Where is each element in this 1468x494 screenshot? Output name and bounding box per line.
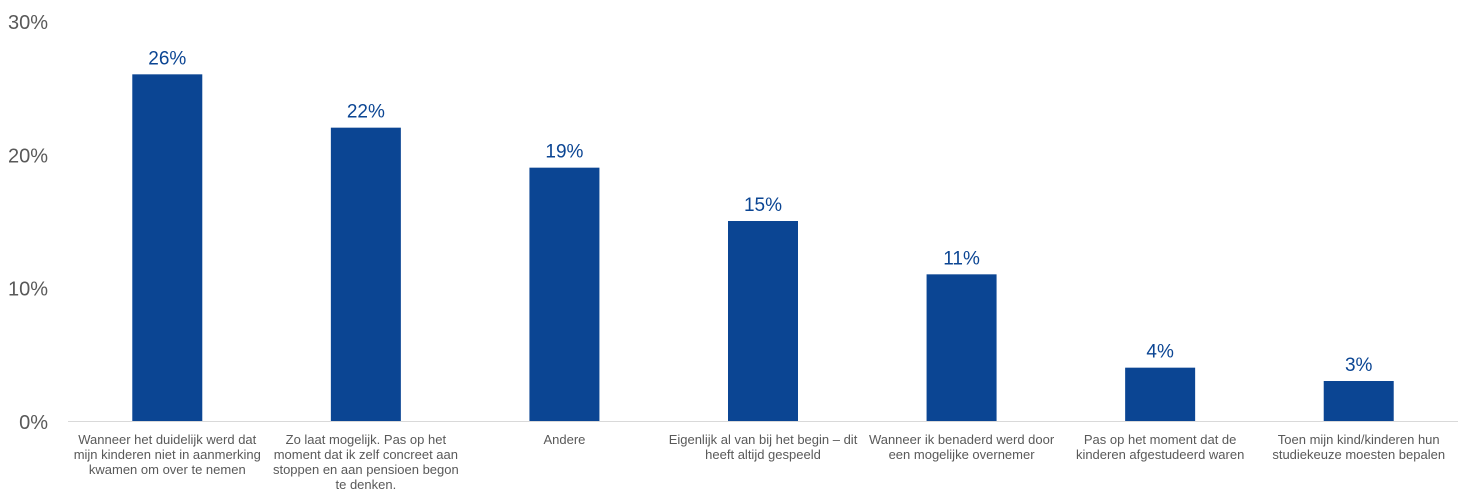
x-category-label-line: kinderen afgestudeerd waren — [1076, 447, 1244, 462]
bar — [132, 74, 203, 421]
x-category-label: Eigenlijk al van bij het begin – dit heef… — [669, 432, 858, 462]
x-category-label: Wanneer ik benaderd werd door een mogelij… — [869, 432, 1055, 462]
bar — [1323, 381, 1394, 421]
x-category-label: Pas op het moment dat de kinderen afgestu… — [1076, 432, 1244, 462]
data-label: 4% — [1146, 342, 1174, 363]
x-category-label-line: kwamen om over te nemen — [89, 462, 246, 477]
x-category-label-line: te denken. — [335, 477, 396, 492]
x-category-label-line: Pas op het moment dat de — [1084, 432, 1236, 447]
x-category-label: Andere — [543, 432, 585, 447]
y-axis-tick-labels: 0% 10% 20% 30% — [8, 12, 48, 434]
data-labels-group: 26% 22% 19% 15% 11% 4% 3% — [148, 48, 1372, 376]
data-label: 26% — [148, 48, 186, 69]
x-category-label: Zo laat mogelijk. Pas op het moment dat i… — [273, 432, 459, 492]
x-category-label-line: mijn kinderen niet in aanmerking — [74, 447, 261, 462]
x-category-label-line: Andere — [543, 432, 585, 447]
y-tick-label: 0% — [19, 412, 48, 434]
x-category-label-line: Eigenlijk al van bij het begin – dit — [669, 432, 858, 447]
bar — [728, 221, 798, 421]
x-category-label-line: een mogelijke overnemer — [889, 447, 1036, 462]
x-category-label-line: Toen mijn kind/kinderen hun — [1278, 432, 1440, 447]
bars-group — [132, 74, 1394, 422]
x-category-label-line: heeft altijd gespeeld — [705, 447, 821, 462]
bar — [926, 274, 997, 421]
x-category-label-line: moment dat ik zelf concreet aan — [274, 447, 458, 462]
y-tick-label: 20% — [8, 145, 48, 167]
y-tick-label: 10% — [8, 279, 48, 301]
x-category-label-line: stoppen en aan pensioen begon — [273, 462, 459, 477]
y-tick-label: 30% — [8, 12, 48, 34]
bar — [330, 127, 401, 422]
x-category-label-line: Zo laat mogelijk. Pas op het — [286, 432, 447, 447]
x-category-label: Toen mijn kind/kinderen hun studiekeuze m… — [1272, 432, 1445, 462]
x-category-label: Wanneer het duidelijk werd dat mijn kinde… — [74, 432, 261, 477]
data-label: 15% — [744, 195, 782, 216]
x-axis-category-labels: Wanneer het duidelijk werd dat mijn kinde… — [74, 432, 1445, 492]
data-label: 11% — [943, 248, 980, 269]
x-category-label-line: Wanneer ik benaderd werd door — [869, 432, 1055, 447]
bar — [529, 167, 600, 421]
data-label: 19% — [545, 142, 583, 163]
data-label: 22% — [347, 102, 385, 123]
data-label: 3% — [1345, 355, 1373, 376]
x-category-label-line: studiekeuze moesten bepalen — [1272, 447, 1445, 462]
bar — [1125, 367, 1196, 421]
x-category-label-line: Wanneer het duidelijk werd dat — [78, 432, 256, 447]
